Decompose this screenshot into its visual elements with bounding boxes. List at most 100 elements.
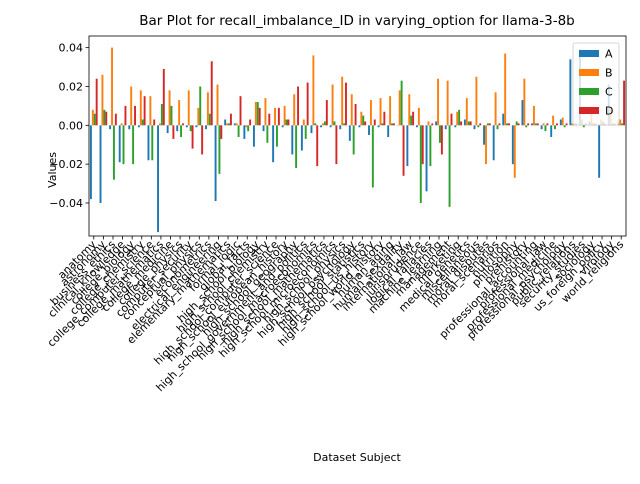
bar-A-high_school_computer_science <box>272 125 274 162</box>
bar-B-professional_law <box>543 123 545 125</box>
bar-A-international_law <box>406 125 408 166</box>
bar-B-high_school_microeconomics <box>332 85 334 126</box>
bar-C-college_physics <box>180 125 182 137</box>
bar-B-astronomy <box>101 75 103 125</box>
bar-B-jurisprudence <box>418 108 420 125</box>
bar-B-moral_scenarios <box>495 92 497 125</box>
bar-C-machine_learning <box>439 125 441 142</box>
bar-B-college_computer_science <box>149 96 151 125</box>
bar-A-high_school_government_and_politics <box>301 125 303 150</box>
bar-D-logical_fallacies <box>431 123 433 125</box>
bar-A-business_ethics <box>109 125 111 129</box>
bar-C-management <box>449 125 451 207</box>
bar-C-clinical_knowledge <box>123 125 125 164</box>
bar-D-college_physics <box>182 123 184 125</box>
bar-B-high_school_psychology <box>351 94 353 125</box>
bar-D-jurisprudence <box>422 125 424 164</box>
bar-D-human_aging <box>393 123 395 125</box>
bar-C-elementary_mathematics <box>228 123 230 125</box>
bar-D-prehistory <box>527 123 529 125</box>
bar-C-high_school_computer_science <box>276 125 278 146</box>
bar-B-high_school_european_history <box>284 106 286 125</box>
bar-B-world_religions <box>619 120 621 126</box>
bar-B-management <box>447 81 449 126</box>
bar-B-college_mathematics <box>159 123 161 125</box>
bar-D-world_religions <box>623 81 625 126</box>
bar-A-philosophy <box>512 125 514 164</box>
bar-A-nutrition <box>502 114 504 126</box>
bar-B-human_aging <box>389 96 391 125</box>
bar-A-high_school_world_history <box>378 125 380 127</box>
bar-A-formal_logic <box>234 123 236 125</box>
bar-D-high_school_geography <box>297 86 299 125</box>
bar-C-global_facts <box>247 125 249 131</box>
bar-B-high_school_mathematics <box>322 123 324 125</box>
bar-B-global_facts <box>245 125 247 127</box>
bar-D-high_school_us_history <box>374 120 376 126</box>
legend-swatch-C <box>579 88 599 95</box>
bar-C-college_medicine <box>171 106 173 125</box>
plot-frame <box>89 36 626 236</box>
bar-A-clinical_knowledge <box>119 125 121 162</box>
bar-D-marketing <box>460 121 462 125</box>
bar-A-professional_law <box>541 125 543 129</box>
bar-D-nutrition <box>508 123 510 125</box>
bar-B-high_school_biology <box>255 102 257 125</box>
bar-A-professional_medicine <box>550 125 552 137</box>
bar-B-moral_disputes <box>485 125 487 164</box>
bar-A-global_facts <box>243 125 245 139</box>
bar-D-professional_law <box>546 123 548 125</box>
bar-B-college_physics <box>178 100 180 125</box>
bar-A-medical_genetics <box>464 120 466 126</box>
bar-C-college_computer_science <box>151 125 153 160</box>
x-axis-label: Dataset Subject <box>313 451 401 464</box>
bar-D-high_school_chemistry <box>268 114 270 126</box>
bar-C-professional_law <box>544 125 546 131</box>
bar-A-professional_psychology <box>560 120 562 126</box>
bar-B-electrical_engineering <box>217 85 219 126</box>
y-tick-label: −0.04 <box>49 197 83 210</box>
bar-D-elementary_mathematics <box>230 114 232 126</box>
bar-C-medical_genetics <box>468 121 470 125</box>
bar-D-conceptual_physics <box>201 125 203 154</box>
bar-A-high_school_chemistry <box>263 125 265 131</box>
bar-D-professional_psychology <box>566 123 568 125</box>
chart-title: Bar Plot for recall_imbalance_ID in vary… <box>139 13 575 29</box>
bar-D-college_medicine <box>172 125 174 139</box>
bar-D-high_school_mathematics <box>326 100 328 125</box>
bar-A-high_school_geography <box>291 125 293 154</box>
bar-A-us_foreign_policy <box>598 125 600 177</box>
bar-A-public_relations <box>569 59 571 125</box>
bar-C-professional_accounting <box>535 123 537 125</box>
bar-C-anatomy <box>94 114 96 126</box>
legend-label-B: B <box>605 67 613 80</box>
bar-D-high_school_european_history <box>288 120 290 126</box>
bar-B-computer_security <box>188 90 190 125</box>
bar-B-high_school_government_and_politics <box>303 120 305 126</box>
bar-D-medical_genetics <box>470 121 472 125</box>
bar-C-computer_security <box>190 125 192 131</box>
bar-A-jurisprudence <box>416 125 418 127</box>
bar-D-high_school_government_and_politics <box>307 83 309 126</box>
bar-C-high_school_chemistry <box>266 125 268 142</box>
bar-D-business_ethics <box>115 114 117 126</box>
bar-A-college_biology <box>128 125 130 129</box>
bar-B-philosophy <box>514 125 516 177</box>
bar-D-anatomy <box>96 79 98 126</box>
bar-C-human_sexuality <box>401 81 403 126</box>
legend-label-D: D <box>605 105 613 118</box>
bar-B-medical_genetics <box>466 98 468 125</box>
bar-A-high_school_macroeconomics <box>311 125 313 133</box>
bar-C-high_school_government_and_politics <box>305 125 307 139</box>
bar-A-anatomy <box>90 125 92 199</box>
bar-C-miscellaneous <box>477 125 479 127</box>
bar-D-high_school_world_history <box>383 112 385 126</box>
bar-A-machine_learning <box>435 121 437 125</box>
bar-A-management <box>445 125 447 129</box>
bar-D-human_sexuality <box>403 125 405 175</box>
legend-label-C: C <box>605 86 613 99</box>
bar-D-formal_logic <box>240 96 242 125</box>
bar-A-miscellaneous <box>474 125 476 129</box>
